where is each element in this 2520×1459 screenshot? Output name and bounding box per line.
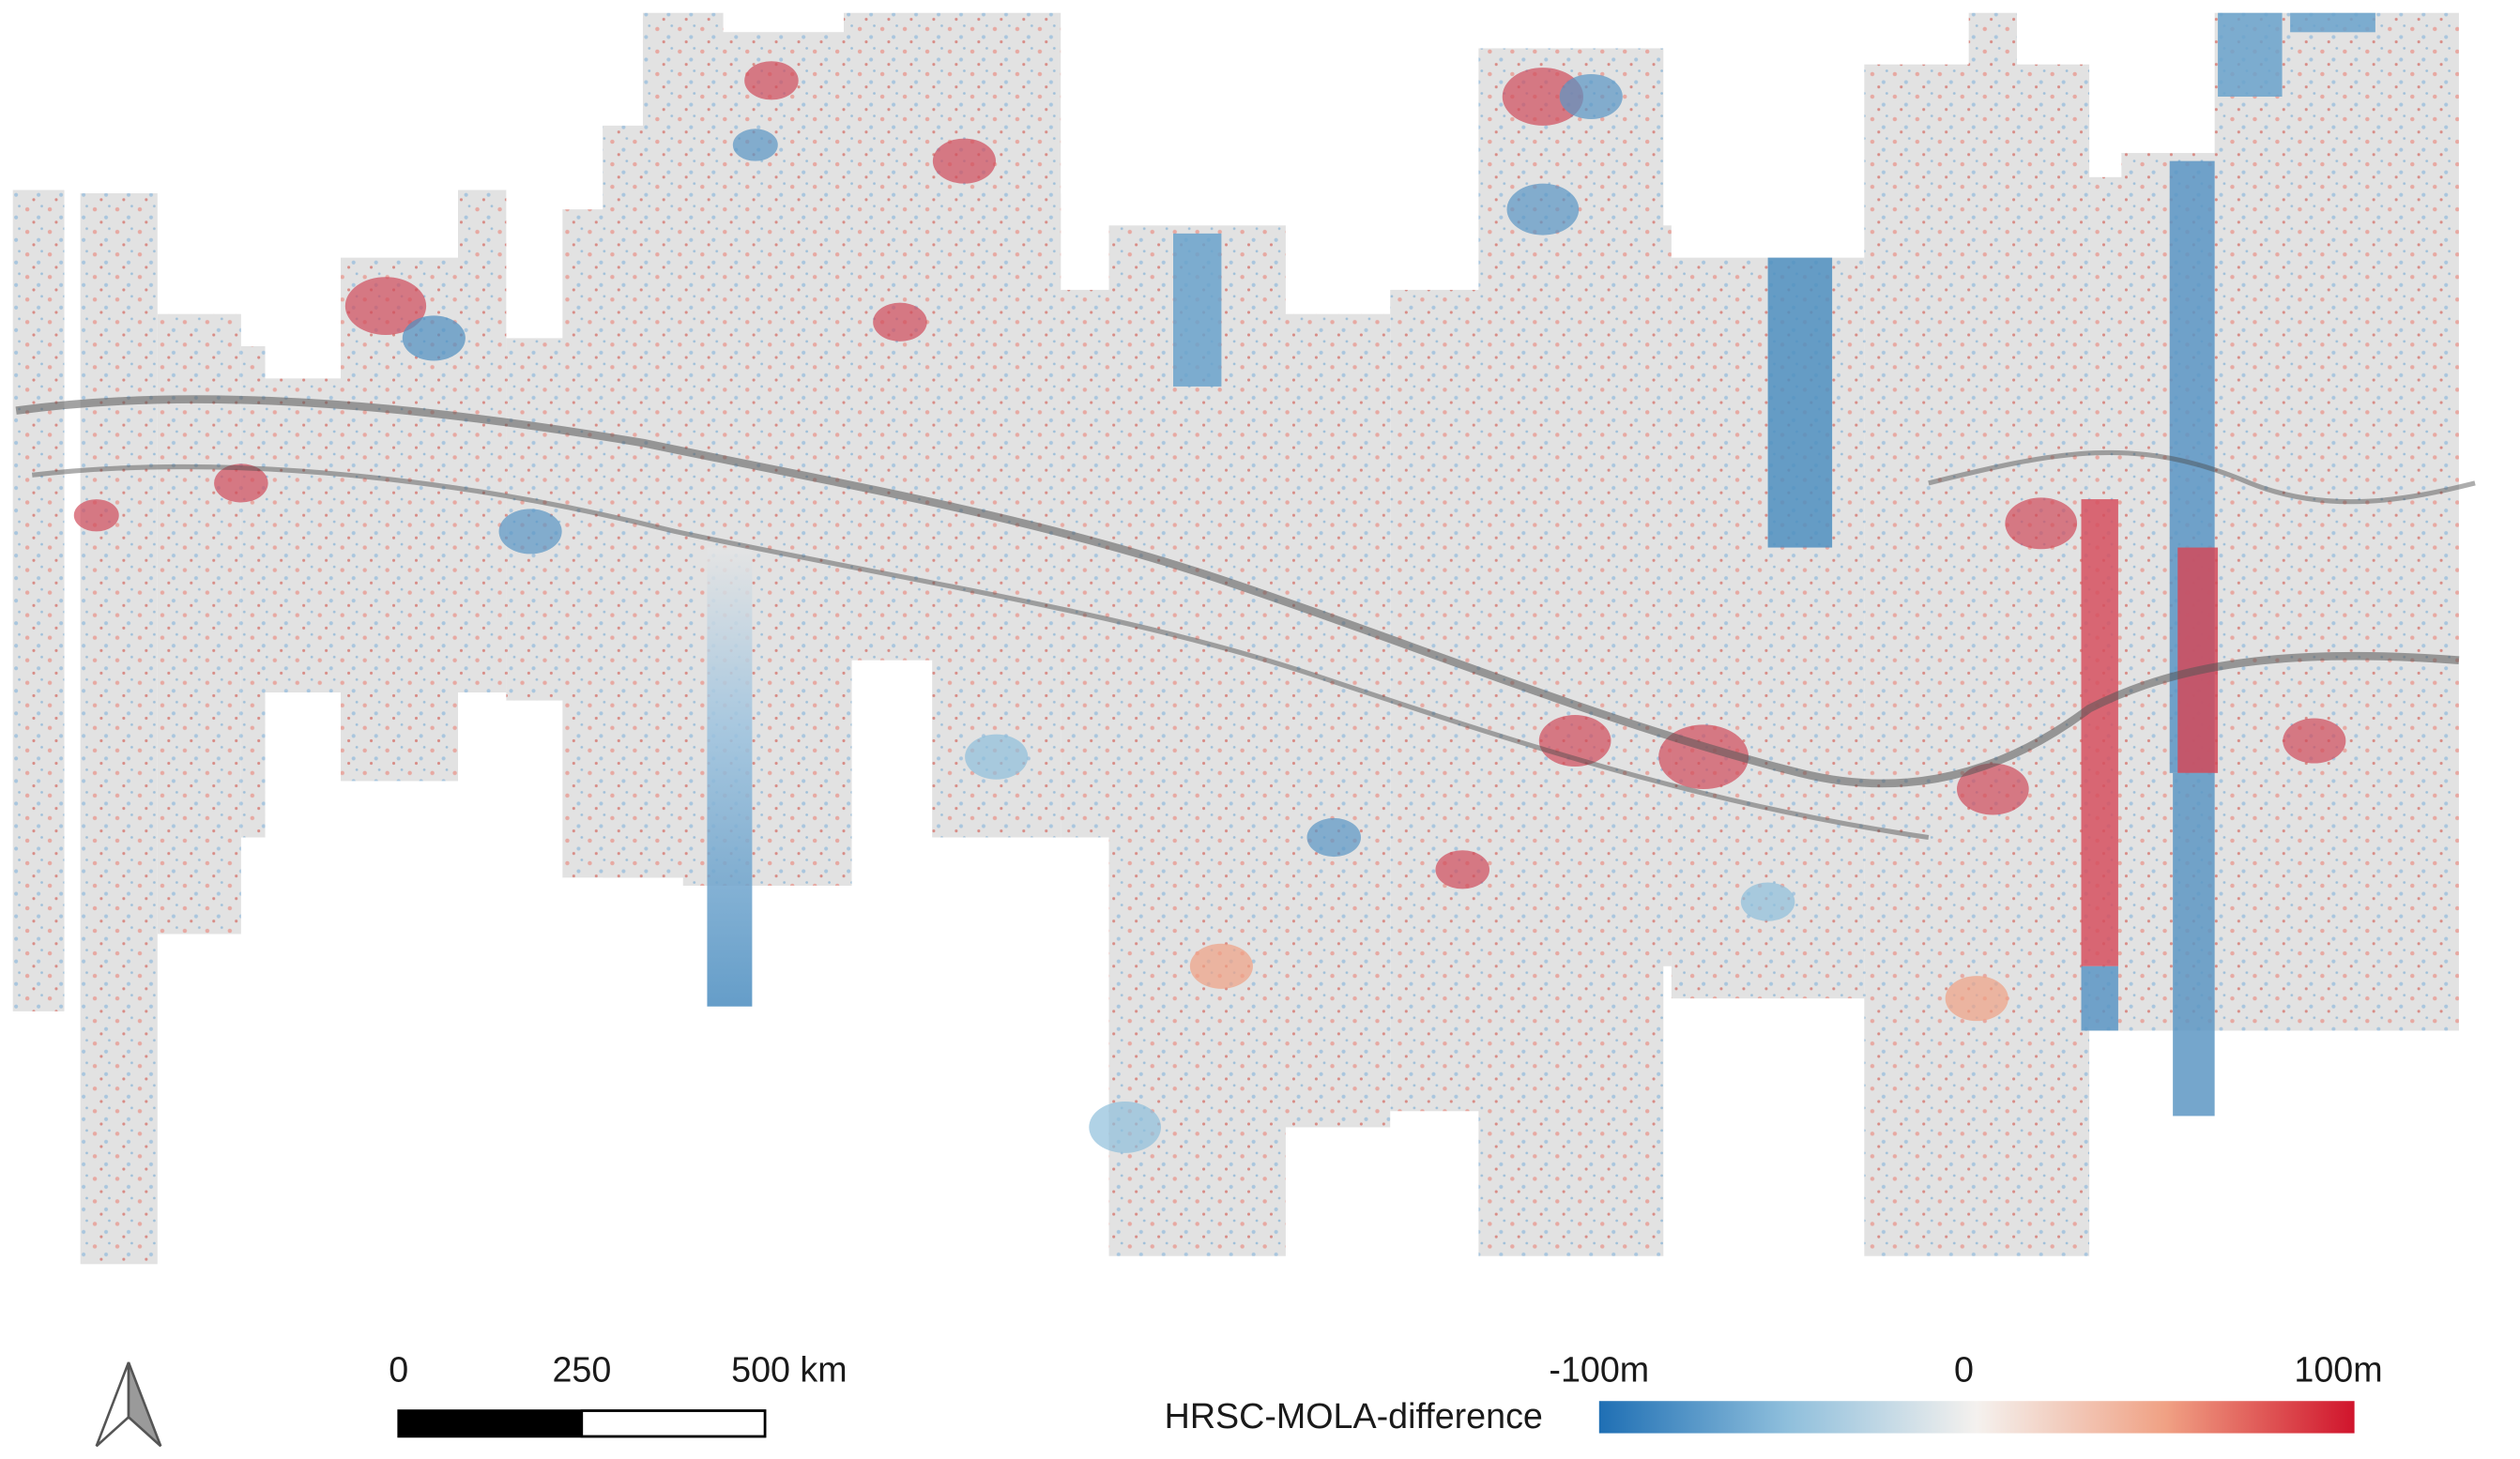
difference-patch [1740,882,1795,921]
difference-patch [2283,718,2346,764]
difference-patch [1306,817,1362,858]
difference-strip [2290,12,2375,33]
north-arrow-right [127,1361,162,1448]
difference-strip [2081,499,2118,966]
scale-bar-black [398,1410,582,1436]
canyon-wall [31,464,1930,841]
difference-patch [932,138,996,184]
difference-strip [1767,257,1833,548]
image-strip [1880,153,2073,1193]
difference-patch [402,315,466,361]
image-strip [1607,225,1672,966]
legend-title: HRSC-MOLA-difference [1165,1396,1543,1436]
difference-patch [1502,68,1584,126]
difference-strip [1173,233,1222,387]
scale-label: 0 [389,1349,408,1389]
difference-patch [873,302,927,342]
difference-patch [1956,763,2029,815]
image-strip [240,346,266,838]
scale-bar-white [580,1409,767,1438]
difference-strip [2173,772,2215,1117]
difference-patch [1559,73,1623,120]
scale-bar-frame [397,1409,767,1438]
image-strip [265,378,346,693]
difference-patch [1506,183,1580,236]
difference-patch [214,464,268,503]
image-strip [12,190,65,1011]
scale-label: 250 [552,1349,611,1389]
dem-mosaic [12,12,2459,1265]
difference-strip [707,547,753,1007]
legend: HRSC-MOLA-difference -100m 0 100m [1165,1349,2383,1436]
difference-patch [965,734,1029,780]
image-strip [723,32,844,186]
canyon-trough [15,395,2460,788]
north-arrow [95,1361,162,1448]
image-strip [157,313,241,935]
image-strip [458,190,507,693]
difference-patch [344,277,427,335]
difference-strip [2177,547,2219,773]
image-strip [1390,289,1487,1112]
scale-label: 500 km [731,1349,847,1389]
difference-strip [2081,965,2118,1031]
colorbar [1598,1401,2355,1434]
image-strip [1968,12,2018,177]
scale-bar: 0 250 500 km [389,1349,848,1438]
difference-patch [744,61,799,100]
north-arrow-left [95,1361,130,1448]
image-strip [2214,12,2459,1031]
colorbar-label: 100m [2294,1349,2382,1389]
image-strip [80,192,158,1265]
canyon-wall [1928,449,2476,505]
image-strip [1221,313,1391,1128]
difference-patch [1089,1101,1162,1153]
colorbar-label: -100m [1549,1349,1649,1389]
difference-patch [732,129,778,161]
difference-patch [498,509,562,555]
difference-patch [1945,976,2008,1022]
difference-patch [73,499,119,532]
difference-patch [1435,850,1490,889]
colorbar-label: 0 [1954,1349,1974,1389]
difference-patch [1189,943,1253,989]
difference-patch [1538,715,1611,767]
difference-strip [2218,12,2283,97]
difference-patch [2005,497,2078,550]
